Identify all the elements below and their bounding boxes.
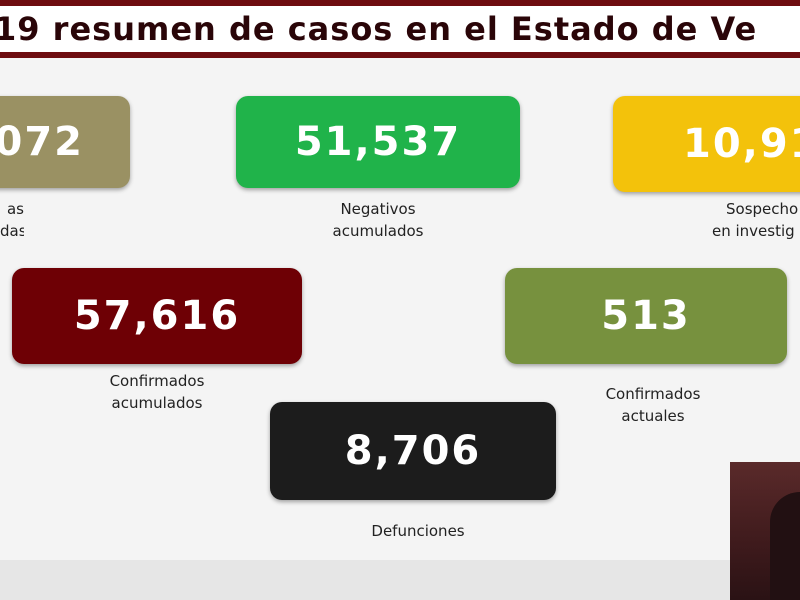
page-title: 19 resumen de casos en el Estado de Ve bbox=[0, 10, 758, 48]
card-partial-left-label-line1: as bbox=[6, 200, 24, 218]
card-confirmados-actuales-label-line1: Confirmados bbox=[605, 385, 701, 403]
card-partial-left-value: 072 bbox=[0, 119, 84, 165]
card-sospechosos-value: 10,91 bbox=[683, 121, 800, 167]
card-defunciones-label: Defunciones bbox=[318, 520, 518, 542]
card-confirmados-actuales-value: 513 bbox=[601, 293, 691, 339]
card-confirmados-acumulados-label-line2: acumulados bbox=[111, 394, 203, 412]
card-negativos-label-line2: acumulados bbox=[332, 222, 424, 240]
card-confirmados-acumulados-label: Confirmados acumulados bbox=[57, 370, 257, 414]
card-defunciones: 8,706 bbox=[270, 402, 556, 500]
card-negativos-label: Negativos acumulados bbox=[278, 198, 478, 242]
title-banner-inner: 19 resumen de casos en el Estado de Ve bbox=[0, 6, 800, 52]
card-partial-left-label-line2: das bbox=[0, 222, 24, 240]
card-confirmados-acumulados: 57,616 bbox=[12, 268, 302, 364]
footer-strip bbox=[0, 560, 730, 600]
card-partial-left: 072 bbox=[0, 96, 130, 188]
card-confirmados-actuales: 513 bbox=[505, 268, 787, 364]
card-confirmados-actuales-label-line2: actuales bbox=[621, 407, 685, 425]
card-sospechosos: 10,91 bbox=[613, 96, 800, 192]
card-confirmados-acumulados-label-line1: Confirmados bbox=[109, 372, 205, 390]
speaker-silhouette bbox=[770, 492, 800, 600]
card-defunciones-label-line1: Defunciones bbox=[371, 522, 465, 540]
card-partial-left-label: as das bbox=[0, 198, 24, 242]
card-sospechosos-label-line1: Sospecho bbox=[726, 200, 799, 218]
card-confirmados-actuales-label: Confirmados actuales bbox=[573, 383, 733, 427]
title-banner: 19 resumen de casos en el Estado de Ve bbox=[0, 0, 800, 58]
card-negativos-label-line1: Negativos bbox=[340, 200, 416, 218]
video-inset bbox=[730, 462, 800, 600]
card-confirmados-acumulados-value: 57,616 bbox=[73, 293, 241, 339]
card-sospechosos-label: Sospecho en investig bbox=[712, 198, 800, 242]
card-sospechosos-label-line2: en investig bbox=[712, 222, 795, 240]
card-defunciones-value: 8,706 bbox=[344, 428, 482, 474]
card-negativos-value: 51,537 bbox=[294, 119, 462, 165]
card-negativos: 51,537 bbox=[236, 96, 520, 188]
